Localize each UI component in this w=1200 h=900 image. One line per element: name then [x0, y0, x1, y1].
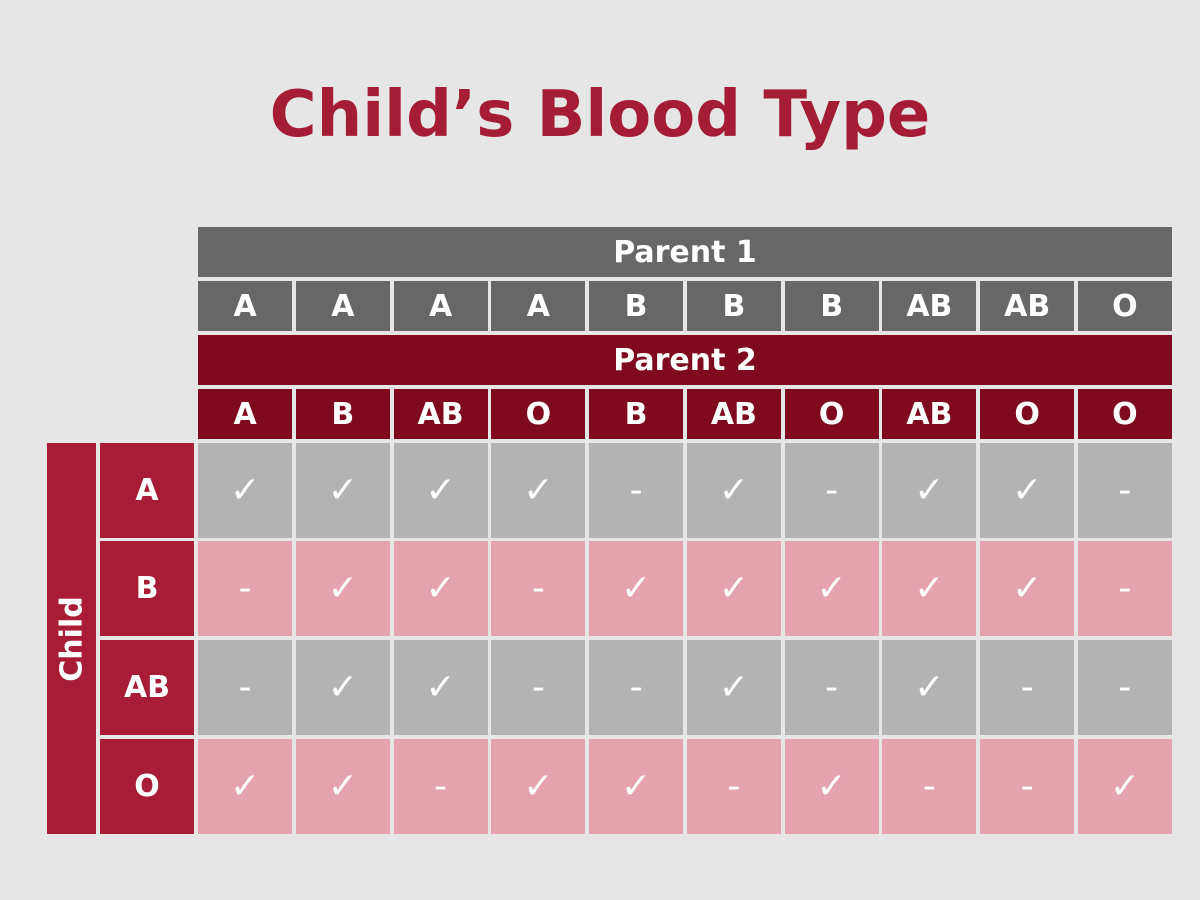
parent2-type: O — [980, 389, 1075, 439]
parent1-type: B — [784, 281, 879, 331]
table-cell: ✓ — [784, 541, 879, 636]
child-header-text: Child — [54, 595, 89, 682]
table-cell: ✓ — [1077, 739, 1172, 834]
table-cell: ✓ — [198, 443, 293, 538]
row-label: A — [100, 443, 194, 538]
table-cell: ✓ — [295, 640, 390, 735]
parent2-type: O — [1077, 389, 1172, 439]
parent2-type: AB — [882, 389, 977, 439]
table-cell: - — [198, 640, 293, 735]
table-cell: - — [784, 640, 879, 735]
parent1-type: AB — [882, 281, 977, 331]
parent2-type: O — [491, 389, 586, 439]
table-cell: - — [491, 541, 586, 636]
table-cell: ✓ — [393, 640, 488, 735]
row-label: AB — [100, 640, 194, 735]
parent2-type: O — [784, 389, 879, 439]
title: Child’s Blood Type — [269, 78, 931, 152]
table-cell: ✓ — [295, 739, 390, 834]
row-label: O — [100, 739, 194, 834]
parent1-type: B — [686, 281, 781, 331]
parent2-type: A — [198, 389, 293, 439]
table-cell: - — [491, 640, 586, 735]
parent1-type: O — [1077, 281, 1172, 331]
table-cell: ✓ — [393, 541, 488, 636]
table-cell: ✓ — [491, 739, 586, 834]
table-cell: ✓ — [686, 541, 781, 636]
table-cell: - — [393, 739, 488, 834]
row-label: B — [100, 541, 194, 636]
table-cell: - — [589, 443, 684, 538]
table-cell: ✓ — [882, 640, 977, 735]
table-cell: ✓ — [198, 739, 293, 834]
table-cell: - — [1077, 443, 1172, 538]
table-cell: - — [589, 640, 684, 735]
parent2-type: B — [589, 389, 684, 439]
parent2-type: B — [295, 389, 390, 439]
table-cell: ✓ — [589, 541, 684, 636]
table-cell: - — [198, 541, 293, 636]
table-cell: ✓ — [882, 443, 977, 538]
table-cell: ✓ — [686, 640, 781, 735]
parent1-type: B — [589, 281, 684, 331]
parent1-type: A — [198, 281, 293, 331]
table-cell: - — [1077, 541, 1172, 636]
parent1-type: A — [295, 281, 390, 331]
table-cell: ✓ — [784, 739, 879, 834]
parent1-header: Parent 1 — [198, 227, 1172, 277]
table-cell: - — [1077, 640, 1172, 735]
table-cell: - — [784, 443, 879, 538]
parent2-type: AB — [686, 389, 781, 439]
parent1-type: A — [491, 281, 586, 331]
parent2-type: AB — [393, 389, 488, 439]
table-cell: ✓ — [980, 541, 1075, 636]
parent2-header: Parent 2 — [198, 335, 1172, 385]
child-header: Child — [47, 443, 96, 834]
table-cell: ✓ — [393, 443, 488, 538]
table-cell: ✓ — [686, 443, 781, 538]
table-cell: - — [882, 739, 977, 834]
table-cell: ✓ — [295, 541, 390, 636]
table-cell: - — [980, 640, 1075, 735]
parent1-type: AB — [980, 281, 1075, 331]
table-cell: ✓ — [491, 443, 586, 538]
table-cell: ✓ — [295, 443, 390, 538]
table-cell: - — [686, 739, 781, 834]
parent1-type: A — [393, 281, 488, 331]
table-cell: ✓ — [882, 541, 977, 636]
table-cell: - — [980, 739, 1075, 834]
table-cell: ✓ — [980, 443, 1075, 538]
table-cell: ✓ — [589, 739, 684, 834]
